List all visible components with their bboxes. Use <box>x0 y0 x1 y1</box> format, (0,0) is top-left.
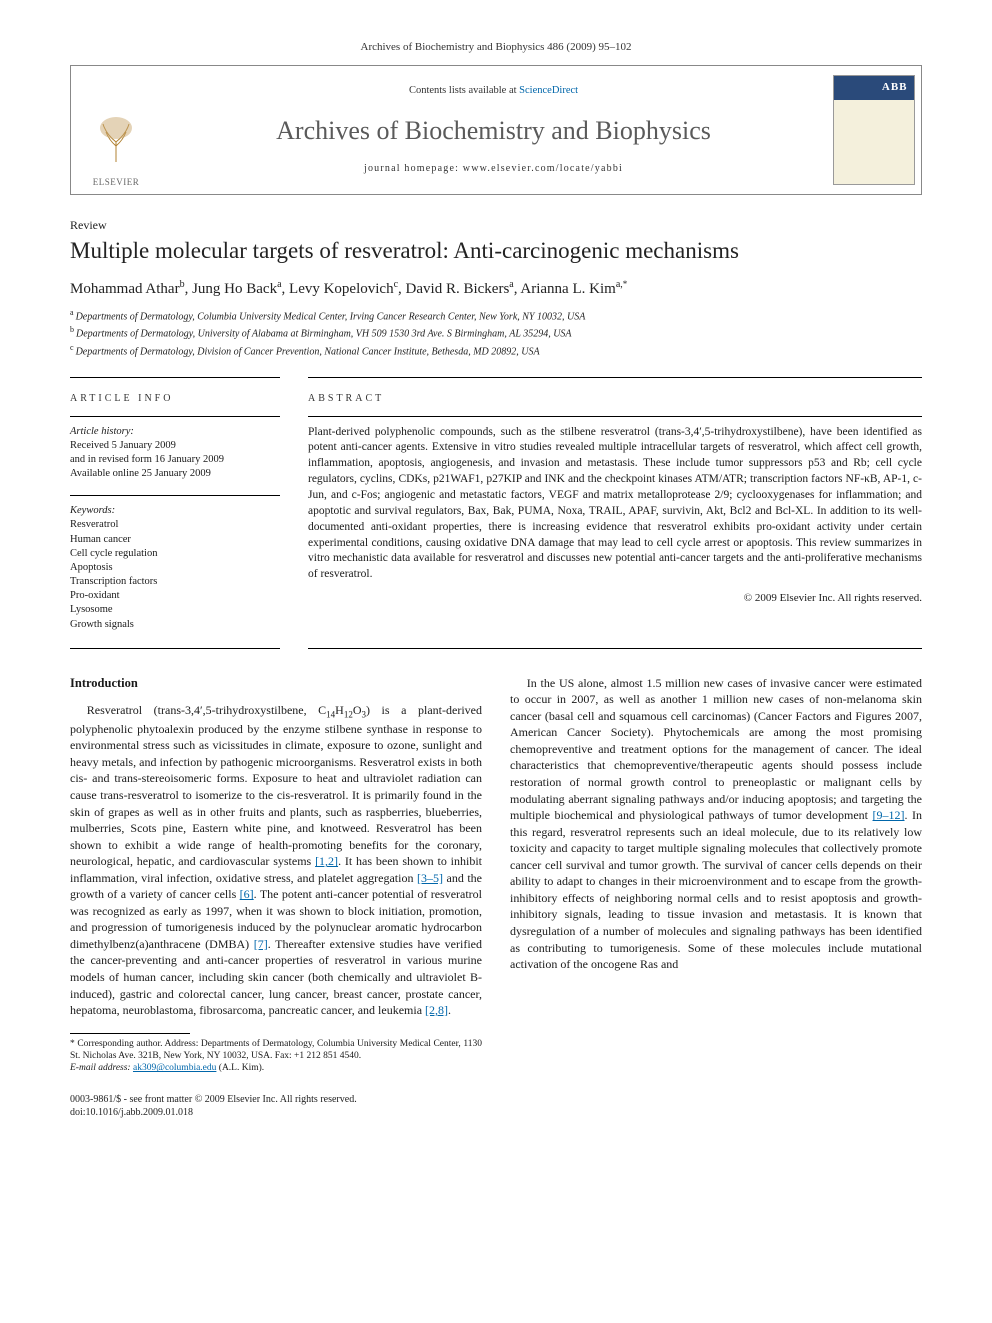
page-footer: 0003-9861/$ - see front matter © 2009 El… <box>70 1093 922 1119</box>
cover-badge: ABB <box>882 80 908 95</box>
keywords-list: Resveratrol Human cancer Cell cycle regu… <box>70 518 280 631</box>
sub: 14 <box>326 709 335 719</box>
text: . In this regard, resveratrol represents… <box>510 808 922 971</box>
footnote-rule <box>70 1033 190 1034</box>
info-abstract-bottom-rules <box>70 648 922 649</box>
history-heading: Article history: <box>70 425 280 439</box>
history-line: Available online 25 January 2009 <box>70 467 280 481</box>
footer-front-matter: 0003-9861/$ - see front matter © 2009 El… <box>70 1093 922 1106</box>
corresponding-star-icon: * <box>623 279 628 289</box>
affiliation-text: Departments of Dermatology, University o… <box>76 329 572 340</box>
footnotes-block: * Corresponding author. Address: Departm… <box>70 1033 482 1075</box>
journal-homepage: journal homepage: www.elsevier.com/locat… <box>364 162 623 176</box>
body-paragraph: Resveratrol (trans-3,4′,5-trihydroxystil… <box>70 702 482 1019</box>
abstract-column: ABSTRACT Plant-derived polyphenolic comp… <box>308 377 922 646</box>
keyword: Resveratrol <box>70 518 280 532</box>
keyword: Lysosome <box>70 603 280 617</box>
citation-link[interactable]: [2,8] <box>425 1003 448 1017</box>
body-paragraph: In the US alone, almost 1.5 million new … <box>510 675 922 973</box>
section-heading-introduction: Introduction <box>70 675 482 692</box>
abstract-copyright: © 2009 Elsevier Inc. All rights reserved… <box>308 591 922 606</box>
email-line: E-mail address: ak309@columbia.edu (A.L.… <box>70 1062 482 1074</box>
text: In the US alone, almost 1.5 million new … <box>510 676 922 822</box>
affil-sup: c <box>394 279 398 290</box>
masthead-center: Contents lists available at ScienceDirec… <box>161 66 826 194</box>
cover-thumbnail-wrap: ABB <box>826 66 921 194</box>
email-link[interactable]: ak309@columbia.edu <box>133 1063 216 1073</box>
history-line: Received 5 January 2009 <box>70 439 280 453</box>
keywords-block: Keywords: Resveratrol Human cancer Cell … <box>70 496 280 632</box>
citation-link[interactable]: [1,2] <box>315 854 338 868</box>
affiliation-line: bDepartments of Dermatology, University … <box>70 324 922 341</box>
sciencedirect-link[interactable]: ScienceDirect <box>519 85 578 96</box>
article-title: Multiple molecular targets of resveratro… <box>70 237 922 266</box>
article-info-label: ARTICLE INFO <box>70 392 280 406</box>
article-type: Review <box>70 217 922 233</box>
affiliation-text: Departments of Dermatology, Division of … <box>76 346 540 357</box>
text: ) is a plant-derived polyphenolic phytoa… <box>70 703 482 868</box>
chemical-formula: 14H12O3 <box>326 703 366 717</box>
keyword: Transcription factors <box>70 575 280 589</box>
info-abstract-row: ARTICLE INFO Article history: Received 5… <box>70 377 922 646</box>
article-history: Article history: Received 5 January 2009… <box>70 417 280 482</box>
affil-sup: a <box>277 279 281 290</box>
citation-link[interactable]: [6] <box>240 887 254 901</box>
abstract-text: Plant-derived polyphenolic compounds, su… <box>308 417 922 584</box>
affiliation-line: cDepartments of Dermatology, Division of… <box>70 342 922 359</box>
sub: 12 <box>344 709 353 719</box>
history-line: and in revised form 16 January 2009 <box>70 453 280 467</box>
contents-available-line: Contents lists available at ScienceDirec… <box>409 84 578 98</box>
affil-sup: a, <box>616 279 623 290</box>
running-header: Archives of Biochemistry and Biophysics … <box>70 40 922 55</box>
citation-link[interactable]: [3–5] <box>417 871 443 885</box>
elsevier-tree-icon <box>81 104 151 174</box>
footer-doi: doi:10.1016/j.abb.2009.01.018 <box>70 1106 922 1119</box>
body-columns: Introduction Resveratrol (trans-3,4′,5-t… <box>70 675 922 1075</box>
affiliation-text: Departments of Dermatology, Columbia Uni… <box>76 311 586 322</box>
affiliation-line: aDepartments of Dermatology, Columbia Un… <box>70 307 922 324</box>
affiliations: aDepartments of Dermatology, Columbia Un… <box>70 307 922 359</box>
citation-link[interactable]: [7] <box>254 937 268 951</box>
email-label: E-mail address: <box>70 1063 131 1073</box>
citation-link[interactable]: [9–12] <box>873 808 905 822</box>
text: . <box>448 1003 451 1017</box>
text: Resveratrol (trans-3,4′,5-trihydroxystil… <box>87 703 326 717</box>
keyword: Human cancer <box>70 533 280 547</box>
affil-sup: b <box>180 279 185 290</box>
keyword: Cell cycle regulation <box>70 547 280 561</box>
keywords-heading: Keywords: <box>70 504 280 518</box>
article-info-column: ARTICLE INFO Article history: Received 5… <box>70 377 280 646</box>
email-tail: (A.L. Kim). <box>216 1063 264 1073</box>
publisher-block: ELSEVIER <box>71 66 161 194</box>
keyword: Pro-oxidant <box>70 589 280 603</box>
journal-name: Archives of Biochemistry and Biophysics <box>276 113 711 148</box>
keyword: Apoptosis <box>70 561 280 575</box>
publisher-name: ELSEVIER <box>93 176 140 188</box>
affil-sup: a <box>509 279 513 290</box>
journal-masthead: ELSEVIER Contents lists available at Sci… <box>70 65 922 195</box>
contents-prefix: Contents lists available at <box>409 85 519 96</box>
corresponding-author-note: * Corresponding author. Address: Departm… <box>70 1038 482 1063</box>
journal-cover-icon: ABB <box>833 75 915 185</box>
authors-line: Mohammad Atharb, Jung Ho Backa, Levy Kop… <box>70 278 922 299</box>
abstract-label: ABSTRACT <box>308 392 922 406</box>
keyword: Growth signals <box>70 618 280 632</box>
